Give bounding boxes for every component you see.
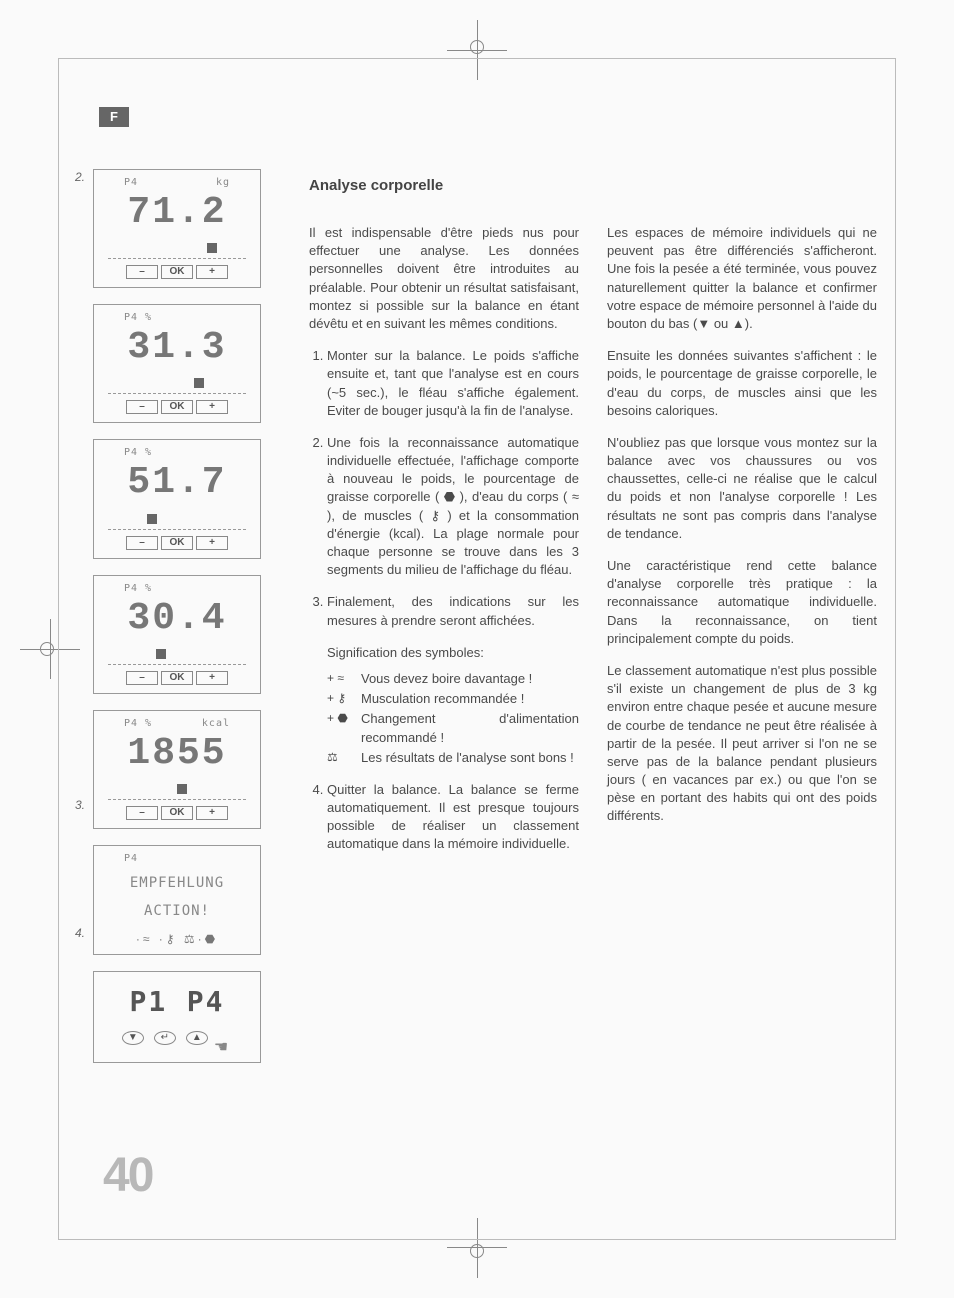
lcd-panel: P4 %kcal1855–OK+ [93,710,261,829]
symbol-icon: ⚖ [327,749,355,767]
lcd-recommendation: P4 EMPFEHLUNG ACTION! ·≈ ·⚷ ⚖·⬣ [93,845,261,955]
paragraph: Une caractéristique rend cette balance d… [607,557,877,648]
lcd-reco-line: ACTION! [104,902,250,922]
enter-button[interactable]: ↵ [154,1031,176,1045]
profile-option: P4 [187,985,225,1018]
ok-button[interactable]: OK [161,400,193,414]
symbol-text: Musculation recommandée ! [361,690,524,708]
lcd-value: 30.4 [104,592,250,645]
symbol-icon: + ⚷ [327,690,355,708]
crop-circle [470,1244,484,1258]
minus-button[interactable]: – [126,806,158,820]
crop-mark [447,1247,507,1248]
lcd-range-bar [108,649,246,665]
figure-number: 4. [75,925,85,942]
lcd-panel: P4kg71.2–OK+ [93,169,261,288]
symbol-item: + ⚷ Musculation recommandée ! [327,690,579,708]
step-item: Une fois la reconnaissance automatique i… [327,434,579,580]
crop-circle [40,642,54,656]
minus-button[interactable]: – [126,671,158,685]
lcd-range-marker [147,514,157,524]
lcd-reco-symbols: ·≈ ·⚷ ⚖·⬣ [104,931,250,948]
symbol-text: Changement d'alimentation recommandé ! [361,710,579,746]
lcd-panel: P4 %31.3–OK+ [93,304,261,423]
text-column-left: Il est indispensable d'être pieds nus po… [309,224,579,868]
section-heading: Analyse corporelle [309,175,907,196]
lcd-range-marker [194,378,204,388]
lcd-value: 1855 [104,727,250,780]
symbols-label: Signification des symboles: [327,644,579,662]
symbol-icon: + ⬣ [327,710,355,746]
lcd-range-bar [108,243,246,259]
symbol-item: + ⬣Changement d'alimentation recommandé … [327,710,579,746]
lcd-reco-line: EMPFEHLUNG [104,874,250,894]
minus-button[interactable]: – [126,265,158,279]
down-button[interactable]: ▼ [122,1031,144,1045]
step-item: Monter sur la balance. Le poids s'affich… [327,347,579,420]
plus-button[interactable]: + [196,806,228,820]
lcd-value: 71.2 [104,186,250,239]
lcd-range-marker [156,649,166,659]
figure-number: 3. [75,797,85,814]
lcd-range-bar [108,378,246,394]
symbol-text: Vous devez boire davantage ! [361,670,532,688]
lcd-range-marker [207,243,217,253]
plus-button[interactable]: + [196,265,228,279]
language-tab: F [99,107,129,127]
lcd-range-bar [108,514,246,530]
ok-button[interactable]: OK [161,806,193,820]
paragraph: Les espaces de mémoire individuels qui n… [607,224,877,333]
ok-button[interactable]: OK [161,265,193,279]
plus-button[interactable]: + [196,400,228,414]
lcd-panel: P4 %51.7–OK+ [93,439,261,558]
plus-button[interactable]: + [196,671,228,685]
content-area: Analyse corporelle Il est indispensable … [309,175,907,868]
symbol-icon: + ≈ [327,670,355,688]
intro-paragraph: Il est indispensable d'être pieds nus po… [309,224,579,333]
profile-option: P1 [130,985,168,1018]
hand-pointer-icon: ☚ [214,1037,228,1059]
minus-button[interactable]: – [126,400,158,414]
up-button[interactable]: ▲ [186,1031,208,1045]
symbol-text: Les résultats de l'analyse sont bons ! [361,749,574,767]
figures-column: 2. P4kg71.2–OK+P4 %31.3–OK+P4 %51.7–OK+P… [93,169,277,1079]
lcd-panel: P4 %30.4–OK+ [93,575,261,694]
crop-mark [50,619,51,679]
plus-button[interactable]: + [196,536,228,550]
symbol-item: + ≈ Vous devez boire davantage ! [327,670,579,688]
lcd-profile: P4 [124,852,138,866]
paragraph: Le classement automatique n'est plus pos… [607,662,877,826]
paragraph: N'oubliez pas que lorsque vous montez su… [607,434,877,543]
page-frame: F 2. P4kg71.2–OK+P4 %31.3–OK+P4 %51.7–OK… [58,58,896,1240]
page-number: 40 [103,1142,152,1209]
figure-number: 2. [75,169,85,186]
lcd-value: 31.3 [104,321,250,374]
lcd-range-marker [177,784,187,794]
symbol-item: ⚖ Les résultats de l'analyse sont bons ! [327,749,579,767]
lcd-profile-select: P1 P4 ▼ ↵ ▲ ☚ [93,971,261,1063]
step-item: Quitter la balance. La balance se ferme … [327,781,579,854]
lcd-range-bar [108,784,246,800]
minus-button[interactable]: – [126,536,158,550]
text-column-right: Les espaces de mémoire individuels qui n… [607,224,877,868]
crop-mark [447,50,507,51]
step-item: Finalement, des indications sur les mesu… [327,593,579,767]
ok-button[interactable]: OK [161,536,193,550]
ok-button[interactable]: OK [161,671,193,685]
lcd-value: 51.7 [104,456,250,509]
paragraph: Ensuite les données suivantes s'affichen… [607,347,877,420]
crop-circle [470,40,484,54]
